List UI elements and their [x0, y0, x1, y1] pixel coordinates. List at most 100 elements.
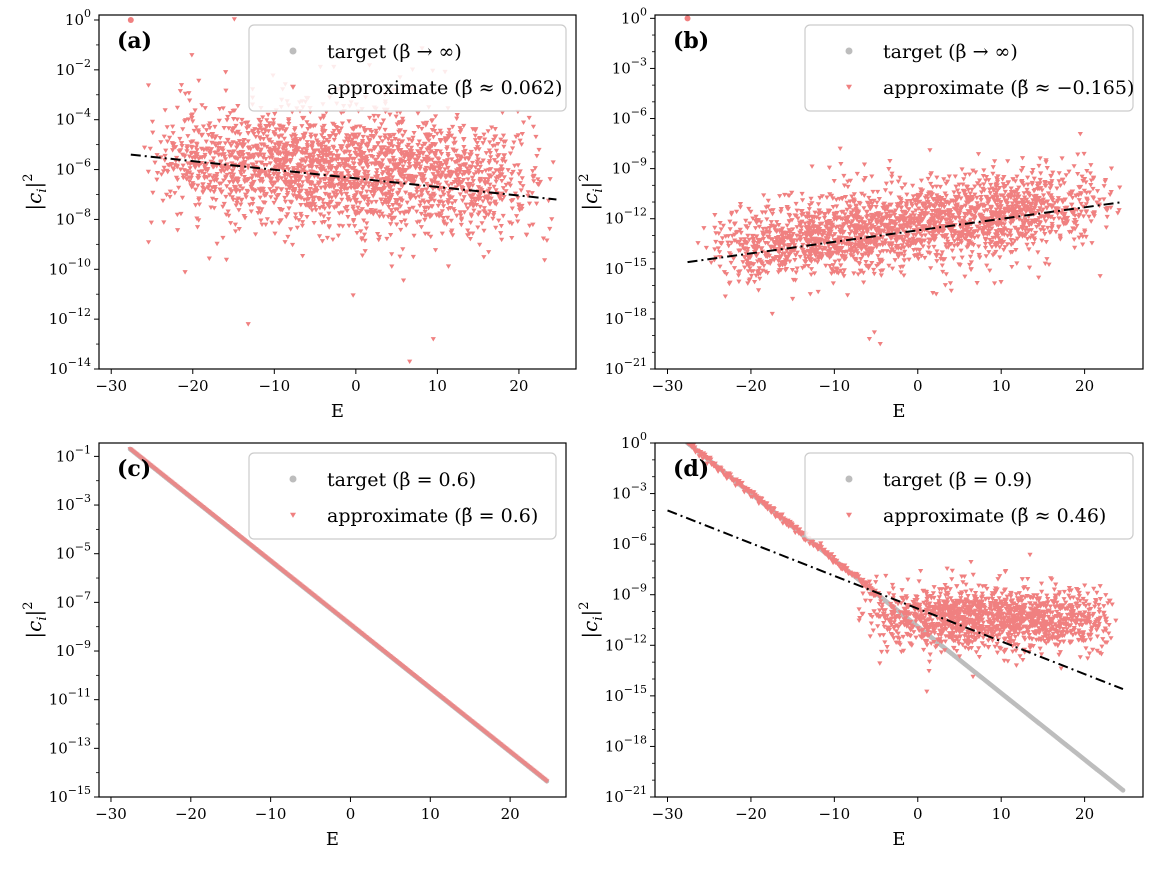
y-tick-label: 10−3: [56, 492, 91, 514]
legend-marker-target: [845, 475, 853, 483]
legend-label-approximate: approximate (β̃ ≈ 0.46): [883, 505, 1106, 527]
y-tick-label: 10−1: [56, 443, 91, 465]
x-tick-label: −10: [255, 805, 287, 823]
legend-label-target: target (β → ∞): [883, 41, 1018, 63]
legend-label-approximate: approximate (β̃ = 0.6): [327, 505, 538, 527]
x-tick-label: 10: [421, 805, 440, 823]
legend-marker-target: [845, 47, 853, 55]
legend-marker-approximate: [846, 512, 852, 518]
x-tick-label: 0: [351, 377, 361, 395]
y-tick-label: 10−10: [49, 256, 91, 278]
y-tick-label: 10−2: [56, 57, 91, 79]
y-tick-label: 10−3: [612, 481, 647, 503]
y-tick-label: 10−6: [612, 106, 647, 128]
x-axis-label: E: [326, 829, 339, 850]
y-tick-label: 10−6: [56, 157, 91, 179]
legend-marker-approximate: [846, 84, 852, 90]
x-tick-label: 20: [501, 805, 520, 823]
x-tick-label: −30: [95, 377, 127, 395]
y-tick-label: 10−15: [605, 683, 647, 705]
legend-marker-target: [289, 475, 297, 483]
y-tick-label: 10−13: [49, 735, 91, 757]
fit-line: [687, 201, 1124, 264]
x-tick-label: −20: [735, 805, 767, 823]
y-tick-label: 10−15: [49, 784, 91, 806]
legend-label-target: target (β = 0.9): [883, 469, 1032, 491]
legend-marker-target: [289, 47, 297, 55]
axes-frame: [98, 14, 577, 370]
y-tick-label: 100: [65, 7, 91, 29]
panel-c: −30 −20 −10 0 10 20 10−15 10−13 10−11 10−9 10−7 10−…: [21, 442, 567, 850]
x-tick-label: −30: [95, 805, 127, 823]
x-tick-label: 0: [913, 805, 923, 823]
y-tick-label: 10−6: [612, 531, 647, 553]
y-tick-label: 10−21: [605, 784, 647, 806]
x-tick-label: 20: [1075, 377, 1094, 395]
x-tick-label: 10: [992, 805, 1011, 823]
plot-area: [667, 443, 1126, 793]
x-tick-label: −20: [175, 805, 207, 823]
panel-a: −30 −20 −10 0 10 20 10−14 10−12 10−10 10−8 10−6 10−…: [21, 7, 577, 422]
y-tick-label: 10−4: [56, 107, 91, 129]
legend-box: [804, 452, 1134, 540]
legend-box: [248, 24, 567, 112]
legend: target (β → ∞) approximate (β̃ ≈ 0.062): [248, 24, 567, 112]
legend-label-approximate: approximate (β̃ ≈ 0.062): [327, 77, 562, 99]
x-tick-label: 10: [428, 377, 447, 395]
y-tick-label: 10−11: [49, 687, 91, 709]
y-tick-label: 10−8: [56, 206, 91, 228]
x-tick-label: 0: [346, 805, 356, 823]
y-axis-label: |ci|2: [577, 173, 606, 210]
x-axis-label: E: [331, 401, 344, 422]
y-tick-label: 10−12: [605, 206, 647, 228]
target-point: [684, 15, 691, 22]
legend-marker-approximate: [290, 84, 296, 90]
axes-frame: [98, 442, 567, 798]
plot-area: [127, 16, 557, 364]
y-tick-label: 100: [621, 5, 647, 27]
panel-b: −30 −20 −10 0 10 20 10−21 10−18 10−15 10−12 10−9 10…: [577, 5, 1144, 422]
panel-label: (c): [117, 456, 151, 482]
x-tick-label: −20: [735, 377, 767, 395]
axes-frame: [654, 442, 1144, 798]
y-tick-label: 10−3: [612, 55, 647, 77]
panel-d: −30 −20 −10 0 10 20 10−21 10−18 10−15 10−12 10−9 10…: [577, 430, 1144, 850]
y-axis-label: |ci|2: [577, 601, 606, 638]
target-point: [127, 16, 134, 23]
legend-label-target: target (β = 0.6): [327, 469, 476, 491]
plot-area: [127, 446, 550, 784]
y-tick-label: 10−9: [56, 638, 91, 660]
y-tick-label: 10−5: [56, 541, 91, 563]
legend-label-target: target (β → ∞): [327, 41, 462, 63]
y-tick-label: 10−15: [605, 256, 647, 278]
y-tick-label: 10−18: [605, 733, 647, 755]
x-tick-label: 10: [992, 377, 1011, 395]
y-tick-label: 10−12: [605, 632, 647, 654]
legend: target (β → ∞) approximate (β̃ ≈ −0.165): [804, 24, 1134, 112]
x-tick-label: −20: [177, 377, 209, 395]
y-tick-label: 10−7: [56, 589, 91, 611]
y-tick-label: 10−14: [49, 356, 91, 378]
approximate-series: [127, 447, 550, 784]
y-tick-label: 10−12: [49, 306, 91, 328]
legend-label-approximate: approximate (β̃ ≈ −0.165): [883, 77, 1134, 99]
x-tick-label: −30: [652, 377, 684, 395]
plot-area: [684, 15, 1124, 347]
legend-marker-approximate: [290, 512, 296, 518]
x-tick-label: 0: [913, 377, 923, 395]
y-axis-label: |ci|2: [21, 601, 50, 638]
y-tick-label: 100: [621, 430, 647, 452]
approximate-series: [686, 443, 1119, 695]
panel-label: (d): [673, 456, 709, 482]
panel-label: (b): [673, 28, 709, 54]
approximate-series: [695, 131, 1123, 347]
x-tick-label: −30: [652, 805, 684, 823]
legend-box: [804, 24, 1134, 112]
x-axis-label: E: [892, 829, 905, 850]
y-tick-label: 10−21: [605, 356, 647, 378]
x-axis-label: E: [892, 401, 905, 422]
fit-line: [667, 509, 1124, 691]
y-axis-label: |ci|2: [21, 173, 50, 210]
legend: target (β = 0.9) approximate (β̃ ≈ 0.46): [804, 452, 1134, 540]
